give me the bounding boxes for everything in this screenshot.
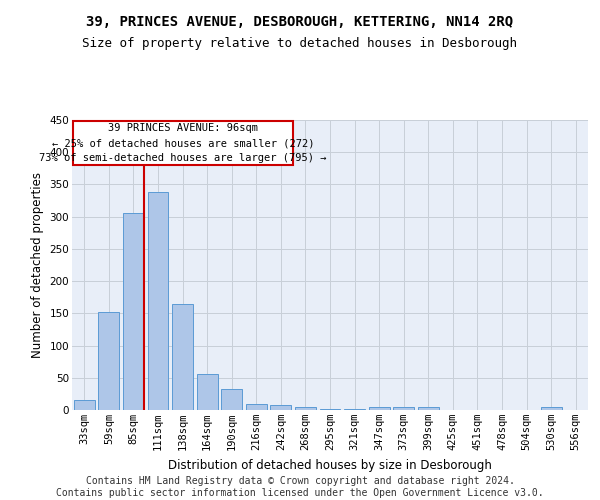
Bar xyxy=(418,408,439,410)
Text: Contains HM Land Registry data © Crown copyright and database right 2024.
Contai: Contains HM Land Registry data © Crown c… xyxy=(56,476,544,498)
Text: Size of property relative to detached houses in Desborough: Size of property relative to detached ho… xyxy=(83,38,517,51)
Bar xyxy=(271,405,292,410)
Bar xyxy=(98,312,119,410)
Bar xyxy=(393,408,414,410)
X-axis label: Distribution of detached houses by size in Desborough: Distribution of detached houses by size … xyxy=(168,458,492,471)
Bar xyxy=(221,388,242,410)
Bar xyxy=(197,374,218,410)
Bar xyxy=(368,407,389,410)
Bar xyxy=(320,408,340,410)
Bar xyxy=(295,407,316,410)
Y-axis label: Number of detached properties: Number of detached properties xyxy=(31,172,44,358)
Text: 39, PRINCES AVENUE, DESBOROUGH, KETTERING, NN14 2RQ: 39, PRINCES AVENUE, DESBOROUGH, KETTERIN… xyxy=(86,15,514,29)
Bar xyxy=(74,400,95,410)
Bar xyxy=(123,214,144,410)
Bar xyxy=(172,304,193,410)
Bar xyxy=(246,404,267,410)
Bar xyxy=(73,122,293,165)
Bar xyxy=(148,192,169,410)
Text: 39 PRINCES AVENUE: 96sqm
← 25% of detached houses are smaller (272)
73% of semi-: 39 PRINCES AVENUE: 96sqm ← 25% of detach… xyxy=(40,124,327,163)
Bar xyxy=(541,408,562,410)
